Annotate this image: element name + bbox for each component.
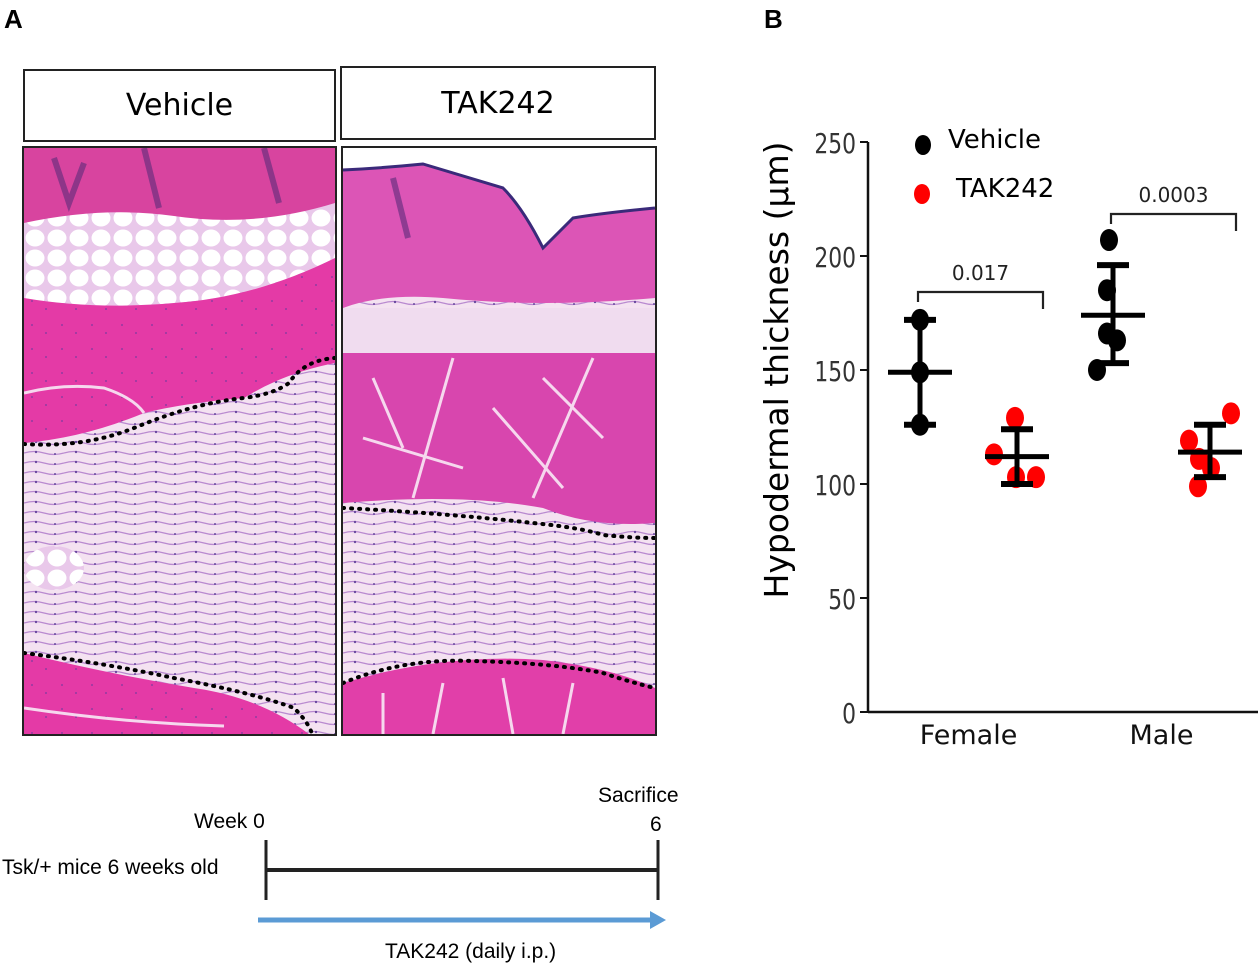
y-tick-label: 200 (814, 241, 856, 273)
experiment-timeline: Sacrifice Week 0 6 Tsk/+ mice 6 weeks ol… (0, 770, 700, 971)
timeline-end-label-bottom: 6 (650, 813, 662, 836)
timeline-treatment-label: TAK242 (daily i.p.) (385, 940, 557, 963)
timeline-start-label: Week 0 (194, 810, 265, 833)
legend: Vehicle TAK242 (914, 125, 1054, 204)
y-axis-label: Hypodermal thickness (µm) (757, 141, 796, 598)
y-tick-label: 100 (814, 469, 856, 501)
legend-tak242-label: TAK242 (955, 174, 1054, 204)
group-tak242-male (1178, 402, 1242, 498)
condition-header-tak242: TAK242 (340, 66, 656, 140)
panel-b-label: B (764, 4, 783, 34)
significance-annotations: 0.017 0.0003 (916, 183, 1238, 309)
timeline-end-label-top: Sacrifice (598, 784, 679, 807)
condition-header-vehicle: Vehicle (23, 69, 336, 142)
data-point (1180, 429, 1198, 452)
y-tick-label: 150 (814, 355, 856, 387)
data-point (1189, 475, 1207, 498)
data-point (1222, 402, 1240, 425)
group-tak242-female (985, 406, 1049, 489)
y-axis-ticks: 0 50 100 150 200 250 (814, 127, 868, 730)
x-tick-label-female: Female (920, 720, 1018, 751)
histology-image-tak242 (341, 146, 657, 736)
legend-vehicle-marker-icon (915, 135, 931, 155)
y-tick-label: 0 (842, 697, 856, 729)
timeline-cohort-label: Tsk/+ mice 6 weeks old (2, 856, 219, 879)
data-point (1006, 406, 1024, 429)
panel-a-label: A (4, 4, 23, 34)
y-tick-label: 250 (814, 127, 856, 159)
group-vehicle-male (1081, 229, 1145, 381)
chart-svg: Hypodermal thickness (µm) 0 50 100 150 200 25… (757, 125, 1258, 751)
p-value-bracket-female: 0.017 (916, 261, 1045, 309)
hypodermal-thickness-chart: Hypodermal thickness (µm) 0 50 100 150 200 25… (750, 80, 1258, 770)
condition-label: TAK242 (441, 85, 555, 121)
plot-area (888, 229, 1242, 498)
timeline-svg (258, 840, 666, 929)
x-axis-tick-labels: Female Male (920, 720, 1194, 751)
p-value-label: 0.0003 (1139, 183, 1209, 207)
treatment-arrow-head-icon (650, 911, 666, 929)
x-tick-label-male: Male (1130, 720, 1194, 751)
legend-vehicle-label: Vehicle (948, 125, 1041, 155)
data-point (1100, 229, 1118, 252)
group-vehicle-female (888, 308, 952, 436)
p-value-label: 0.017 (952, 261, 1009, 285)
histology-vehicle-svg (24, 148, 335, 734)
y-tick-label: 50 (828, 583, 856, 615)
p-value-bracket-male: 0.0003 (1109, 183, 1238, 231)
histology-tak242-svg (343, 148, 655, 734)
legend-tak242-marker-icon (914, 184, 930, 204)
condition-label: Vehicle (125, 88, 234, 123)
histology-image-vehicle (22, 146, 337, 736)
